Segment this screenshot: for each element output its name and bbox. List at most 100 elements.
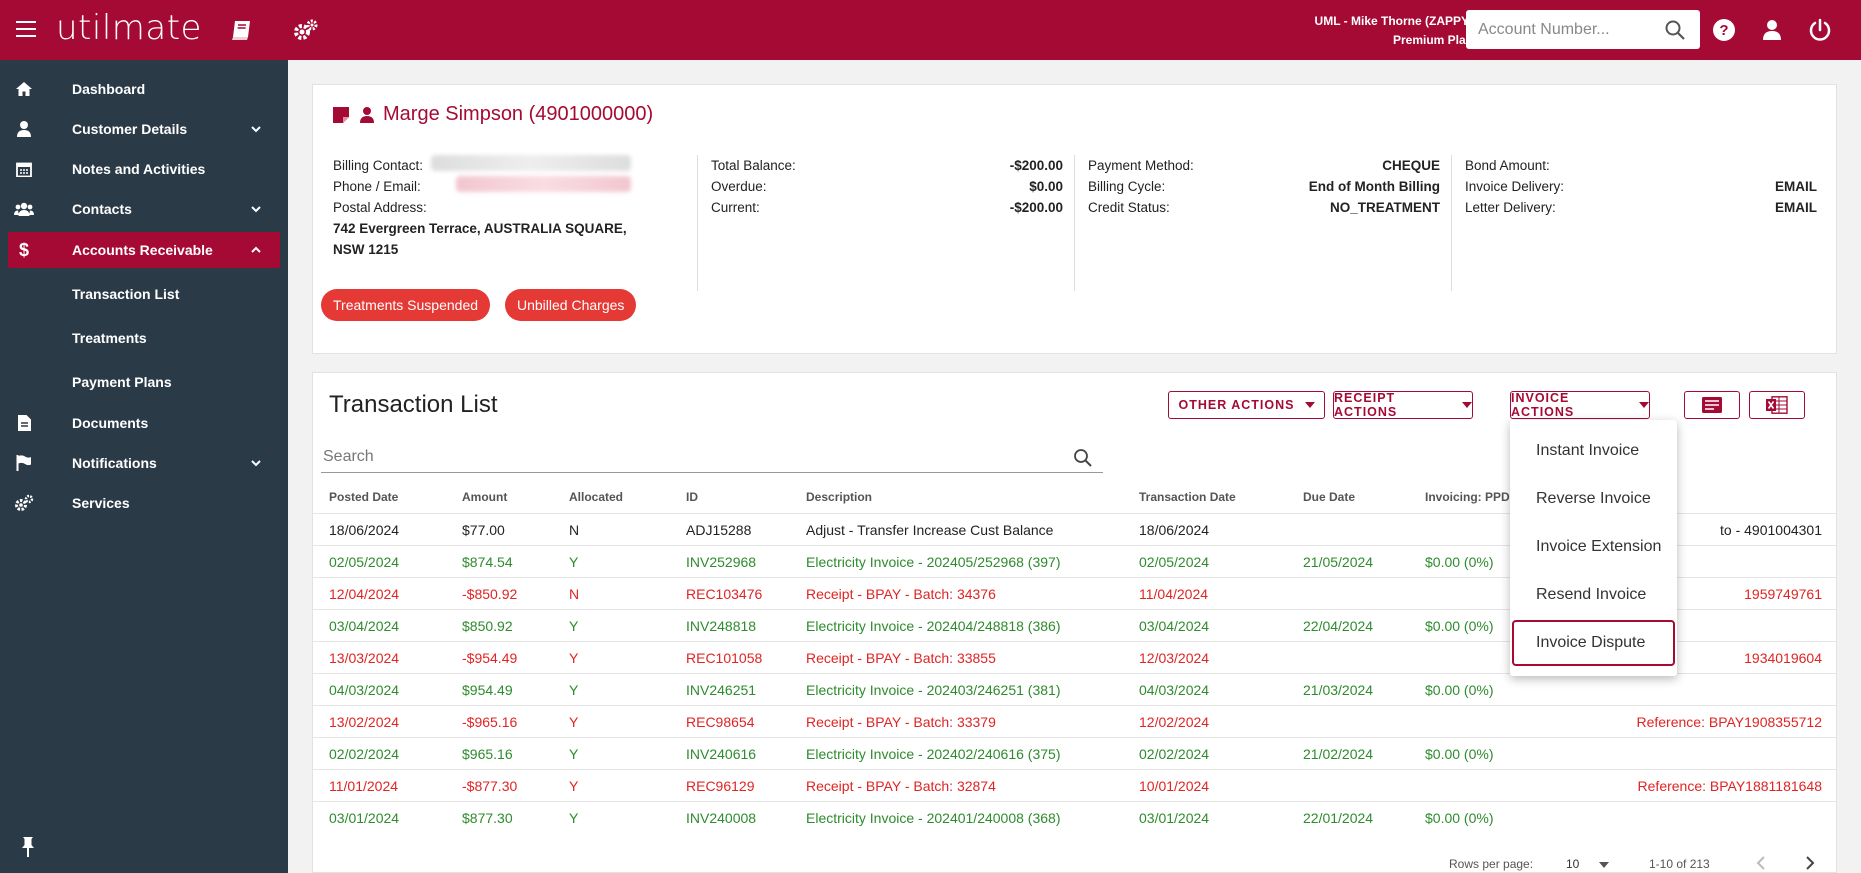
user-icon	[360, 106, 374, 123]
account-number-input[interactable]	[1466, 10, 1700, 49]
table-row[interactable]: 11/01/2024 -$877.30 Y REC96129 Receipt - BPA…	[313, 769, 1836, 801]
current-value: -$200.00	[1009, 200, 1063, 215]
table-row[interactable]: 12/04/2024 -$850.92 N REC103476 Receipt - BP…	[313, 577, 1836, 609]
receipt-actions-button[interactable]: RECEIPT ACTIONS	[1333, 391, 1473, 419]
cell-posted-date: 18/06/2024	[329, 522, 400, 538]
cell-transaction-date: 02/05/2024	[1139, 554, 1210, 570]
user-icon	[14, 119, 34, 139]
column-header-description[interactable]: Description	[806, 490, 873, 504]
divider	[1451, 155, 1452, 291]
rows-per-page-select[interactable]: 10	[1566, 857, 1609, 871]
cell-amount: -$954.49	[462, 650, 518, 666]
cell-description: Electricity Invoice - 202401/240008 (368…	[806, 810, 1061, 826]
sidebar-subitem-treatments[interactable]: Treatments	[72, 330, 147, 346]
cell-id: INV252968	[686, 554, 757, 570]
cell-id: INV246251	[686, 682, 757, 698]
home-icon	[14, 79, 34, 99]
column-header-invoicing-ppd[interactable]: Invoicing: PPD	[1425, 490, 1510, 504]
table-row[interactable]: 18/06/2024 $77.00 N ADJ15288 Adjust - Transf…	[313, 513, 1836, 545]
dollar-icon: $	[18, 239, 29, 260]
phone-email-label: Phone / Email:	[333, 179, 421, 194]
table-row[interactable]: 02/05/2024 $874.54 Y INV252968 Electricity I…	[313, 545, 1836, 577]
cell-id: ADJ15288	[686, 522, 752, 538]
sidebar-item-notes-and-activities[interactable]: Notes and Activities	[8, 151, 280, 187]
chevron-down-icon	[251, 206, 261, 213]
export-excel-button[interactable]	[1749, 391, 1805, 419]
column-header-amount[interactable]: Amount	[462, 490, 508, 504]
sidebar-item-documents[interactable]: Documents	[8, 405, 280, 441]
invoice-actions-button[interactable]: INVOICE ACTIONS	[1510, 391, 1650, 419]
cogs-icon[interactable]	[292, 16, 320, 44]
postal-address-label: Postal Address:	[333, 200, 427, 215]
book-icon[interactable]	[228, 16, 256, 44]
balance-column: Total Balance: -$200.00 Overdue: $0.00 Cur…	[711, 155, 1063, 218]
table-row[interactable]: 13/03/2024 -$954.49 Y REC101058 Receipt - BP…	[313, 641, 1836, 673]
chevron-right-icon[interactable]	[1805, 855, 1815, 871]
column-header-posted-date[interactable]: Posted Date	[329, 490, 399, 504]
cell-posted-date: 03/01/2024	[329, 810, 400, 826]
table-row[interactable]: 04/03/2024 $954.49 Y INV246251 Electricity I…	[313, 673, 1836, 705]
column-header-allocated[interactable]: Allocated	[569, 490, 624, 504]
current-label: Current:	[711, 200, 760, 215]
unbilled-charges-badge[interactable]: Unbilled Charges	[505, 289, 637, 321]
search-icon[interactable]	[1073, 448, 1093, 468]
sidebar-item-label: Notes and Activities	[72, 161, 206, 177]
sidebar-item-dashboard[interactable]: Dashboard	[8, 71, 280, 107]
cell-description: Electricity Invoice - 202402/240616 (375…	[806, 746, 1061, 762]
other-actions-button[interactable]: OTHER ACTIONS	[1168, 391, 1325, 419]
sidebar-item-customer-details[interactable]: Customer Details	[8, 111, 280, 147]
search-icon[interactable]	[1664, 19, 1686, 41]
cell-description: Receipt - BPAY - Batch: 32874	[806, 778, 996, 794]
table-row[interactable]: 02/02/2024 $965.16 Y INV240616 Electricity I…	[313, 737, 1836, 769]
menu-item-instant-invoice[interactable]: Instant Invoice	[1536, 442, 1640, 459]
sidebar-subitem-transaction-list[interactable]: Transaction List	[72, 286, 180, 302]
flag-icon	[14, 453, 34, 473]
invoice-actions-menu: Instant Invoice Reverse Invoice Invoice …	[1510, 420, 1677, 676]
menu-item-reverse-invoice[interactable]: Reverse Invoice	[1536, 490, 1651, 507]
menu-item-resend-invoice[interactable]: Resend Invoice	[1536, 586, 1647, 603]
transaction-search-input[interactable]	[321, 441, 1103, 473]
cell-invoicing-ppd: $0.00 (0%)	[1425, 554, 1494, 570]
note-icon[interactable]	[333, 106, 349, 123]
bond-amount-label: Bond Amount:	[1465, 158, 1550, 173]
sidebar-item-label: Services	[72, 495, 130, 511]
treatments-suspended-badge[interactable]: Treatments Suspended	[321, 289, 491, 321]
cell-description: Electricity Invoice - 202404/248818 (386…	[806, 618, 1061, 634]
table-row[interactable]: 13/02/2024 -$965.16 Y REC98654 Receipt - BPA…	[313, 705, 1836, 737]
menu-item-invoice-dispute[interactable]: Invoice Dispute	[1512, 620, 1675, 666]
cell-posted-date: 03/04/2024	[329, 618, 400, 634]
contact-info-column: Billing Contact: Phone / Email: Postal A…	[333, 155, 631, 260]
sidebar-item-notifications[interactable]: Notifications	[8, 445, 280, 481]
invoice-delivery-value: EMAIL	[1775, 179, 1817, 194]
sidebar-item-contacts[interactable]: Contacts	[8, 191, 280, 227]
help-icon[interactable]: ?	[1712, 18, 1736, 42]
column-header-transaction-date[interactable]: Transaction Date	[1139, 490, 1236, 504]
billing-cycle-value: End of Month Billing	[1308, 179, 1440, 194]
cell-posted-date: 11/01/2024	[329, 778, 399, 794]
user-icon[interactable]	[1760, 18, 1784, 42]
customer-header: Marge Simpson (4901000000)	[333, 103, 653, 126]
cell-allocated: Y	[569, 650, 579, 666]
logo: utilmate	[56, 8, 202, 48]
customer-name: Marge Simpson (4901000000)	[383, 103, 654, 125]
sidebar-item-accounts-receivable[interactable]: $ Accounts Receivable	[8, 232, 280, 268]
table-row[interactable]: 03/04/2024 $850.92 Y INV248818 Electricity I…	[313, 609, 1836, 641]
cell-transaction-date: 03/01/2024	[1139, 810, 1210, 826]
table-row[interactable]: 03/01/2024 $877.30 Y INV240008 Electricity I…	[313, 801, 1836, 833]
column-header-id[interactable]: ID	[686, 490, 698, 504]
sidebar-subitem-payment-plans[interactable]: Payment Plans	[72, 374, 172, 390]
cell-id: REC96129	[686, 778, 755, 794]
card-view-button[interactable]	[1684, 391, 1740, 419]
pagination-range: 1-10 of 213	[1649, 857, 1710, 871]
sidebar-item-services[interactable]: Services	[8, 485, 280, 521]
menu-icon[interactable]	[16, 21, 36, 37]
column-header-due-date[interactable]: Due Date	[1303, 490, 1356, 504]
power-icon[interactable]	[1808, 18, 1832, 42]
cell-amount: -$877.30	[462, 778, 518, 794]
chevron-left-icon[interactable]	[1756, 855, 1766, 871]
pin-icon[interactable]	[20, 836, 36, 858]
cell-allocated: N	[569, 522, 580, 538]
menu-item-invoice-extension[interactable]: Invoice Extension	[1536, 538, 1662, 555]
cell-description: Receipt - BPAY - Batch: 33855	[806, 650, 996, 666]
sidebar-item-label: Notifications	[72, 455, 157, 471]
